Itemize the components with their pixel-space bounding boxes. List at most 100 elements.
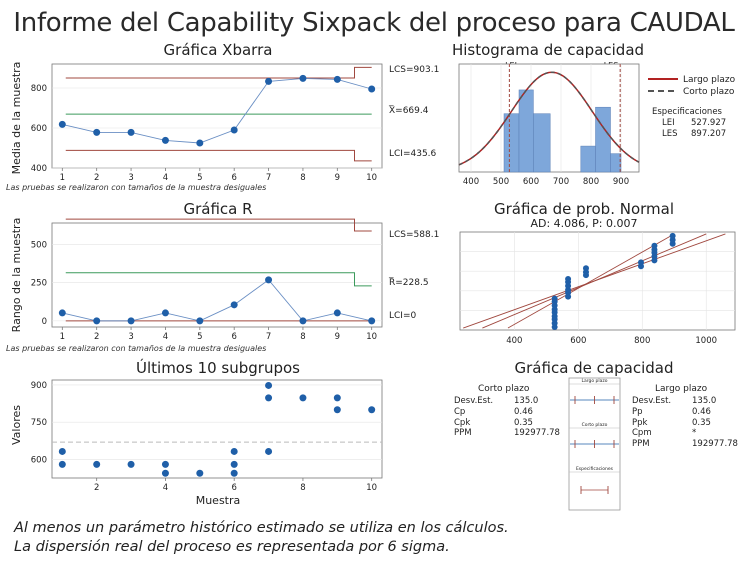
normal-xtick-label: 400 [506,336,522,346]
xbar-data-point [127,128,135,136]
xbar-xtick-label: 2 [94,173,99,183]
normal-band-lower [463,233,726,329]
lt-row-3-name: Cpm [632,428,652,438]
r-data-point [333,309,341,317]
xbar-center-bar: _ [388,97,394,107]
r-xtick-label: 1 [60,332,65,342]
last-subgroups-title: Últimos 10 subgrupos [136,358,300,377]
r-ylabel: Rango de la muestra [10,218,23,333]
xbar-ytick-label: 400 [31,164,47,174]
subgroup-data-point [333,406,341,414]
xbar-xtick-label: 8 [300,173,305,183]
xbar-data-point [333,75,341,83]
r-note: Las pruebas se realizaron con tamaños de… [6,344,266,353]
lt-row-1-name: Pp [632,407,643,417]
short-term-heading: Corto plazo [478,384,530,394]
xbar-data-point [299,74,307,82]
r-xtick-label: 6 [231,332,236,342]
normal-plot-title: Gráfica de prob. Normal [494,200,674,218]
xbar-ytick-label: 600 [31,124,47,134]
normal-data-point [551,295,558,302]
r-data-point [161,309,169,317]
st-row-1-value: 0.46 [514,407,533,417]
st-row-2-value: 0.35 [514,418,533,428]
histogram-xtick-label: 600 [523,177,539,187]
subgroup-data-point [368,406,376,414]
r-xtick-label: 7 [266,332,271,342]
normal-band-upper [507,233,675,329]
r-ucl-line [65,218,372,232]
spec-title: Especificaciones [652,107,723,117]
normal-xtick-label: 600 [570,336,586,346]
lt-row-3-value: * [692,428,696,438]
subgroup-data-point [93,460,101,468]
subgroup-data-point [230,460,238,468]
mini-specs-label: Especificaciones [576,466,614,472]
r-xtick-label: 10 [366,332,377,342]
xbar-lcl-label: LCI=435.6 [389,149,437,159]
histogram-bar [610,153,622,173]
xbar-series-line [62,77,372,144]
xbar-xtick-label: 10 [366,173,377,183]
normal-plot-area [459,231,736,331]
r-xtick-label: 5 [197,332,202,342]
r-lcl-label: LCI=0 [389,311,416,321]
subgroups-xtick-label: 8 [300,483,305,493]
subgroup-data-point [230,447,238,455]
r-data-point [93,317,101,325]
normal-data-point [637,259,644,266]
r-xtick-label: 9 [335,332,340,342]
subgroup-data-point [299,394,307,402]
r-center-label: R=228.5 [389,278,429,288]
normal-xtick-label: 800 [634,336,650,346]
xbar-data-point [368,85,376,93]
lt-row-4-value: 192977.78 [692,439,738,449]
histogram-bar [518,89,534,173]
r-data-point [230,301,238,309]
histogram-bar [503,113,520,173]
footnote-1: Al menos un parámetro histórico estimado… [14,520,509,536]
r-xtick-label: 8 [300,332,305,342]
histogram-short-term-curve [458,71,640,166]
long-term-heading: Largo plazo [655,384,708,394]
subgroup-data-point [230,469,238,477]
lt-row-2-value: 0.35 [692,418,711,428]
mini-short-term-label: Corto plazo [582,422,608,428]
normal-data-point [669,232,676,239]
report-title: Informe del Capability Sixpack del proce… [13,8,735,38]
subgroups-ytick-label: 600 [31,455,47,465]
histogram-xtick-label: 400 [463,177,479,187]
histogram-bar [595,106,611,173]
histogram-xtick-label: 800 [583,177,599,187]
lt-row-4-name: PPM [632,439,650,449]
histogram-bar [533,113,551,173]
subgroups-ylabel: Valores [10,405,23,445]
xbar-xtick-label: 9 [335,173,340,183]
xbar-ytick-label: 800 [31,84,47,94]
xbar-title: Gráfica Xbarra [164,41,273,59]
xbar-ucl-line [65,66,372,79]
spec-usl-value: 897.207 [691,129,726,139]
subgroup-data-point [127,460,135,468]
subgroups-ytick-label: 900 [31,381,47,391]
r-chart-title: Gráfica R [183,200,252,218]
legend-long-term: Largo plazo [683,75,736,85]
r-data-point [127,317,135,325]
spec-usl-name: LES [662,129,678,139]
subgroup-data-point [58,460,66,468]
normal-plot-subtitle: AD: 4.086, P: 0.007 [530,217,637,230]
subgroups-xlabel: Muestra [196,494,241,507]
histogram-bar [580,145,596,173]
st-row-2-name: Cpk [454,418,470,428]
r-data-point [196,317,204,325]
spec-lsl-value: 527.927 [691,118,726,128]
r-center-bar: _ [388,269,394,279]
xbar-data-point [230,126,238,134]
subgroup-data-point [196,469,204,477]
r-data-point [368,317,376,325]
subgroups-ytick-label: 750 [31,418,47,428]
normal-data-point [651,242,658,249]
